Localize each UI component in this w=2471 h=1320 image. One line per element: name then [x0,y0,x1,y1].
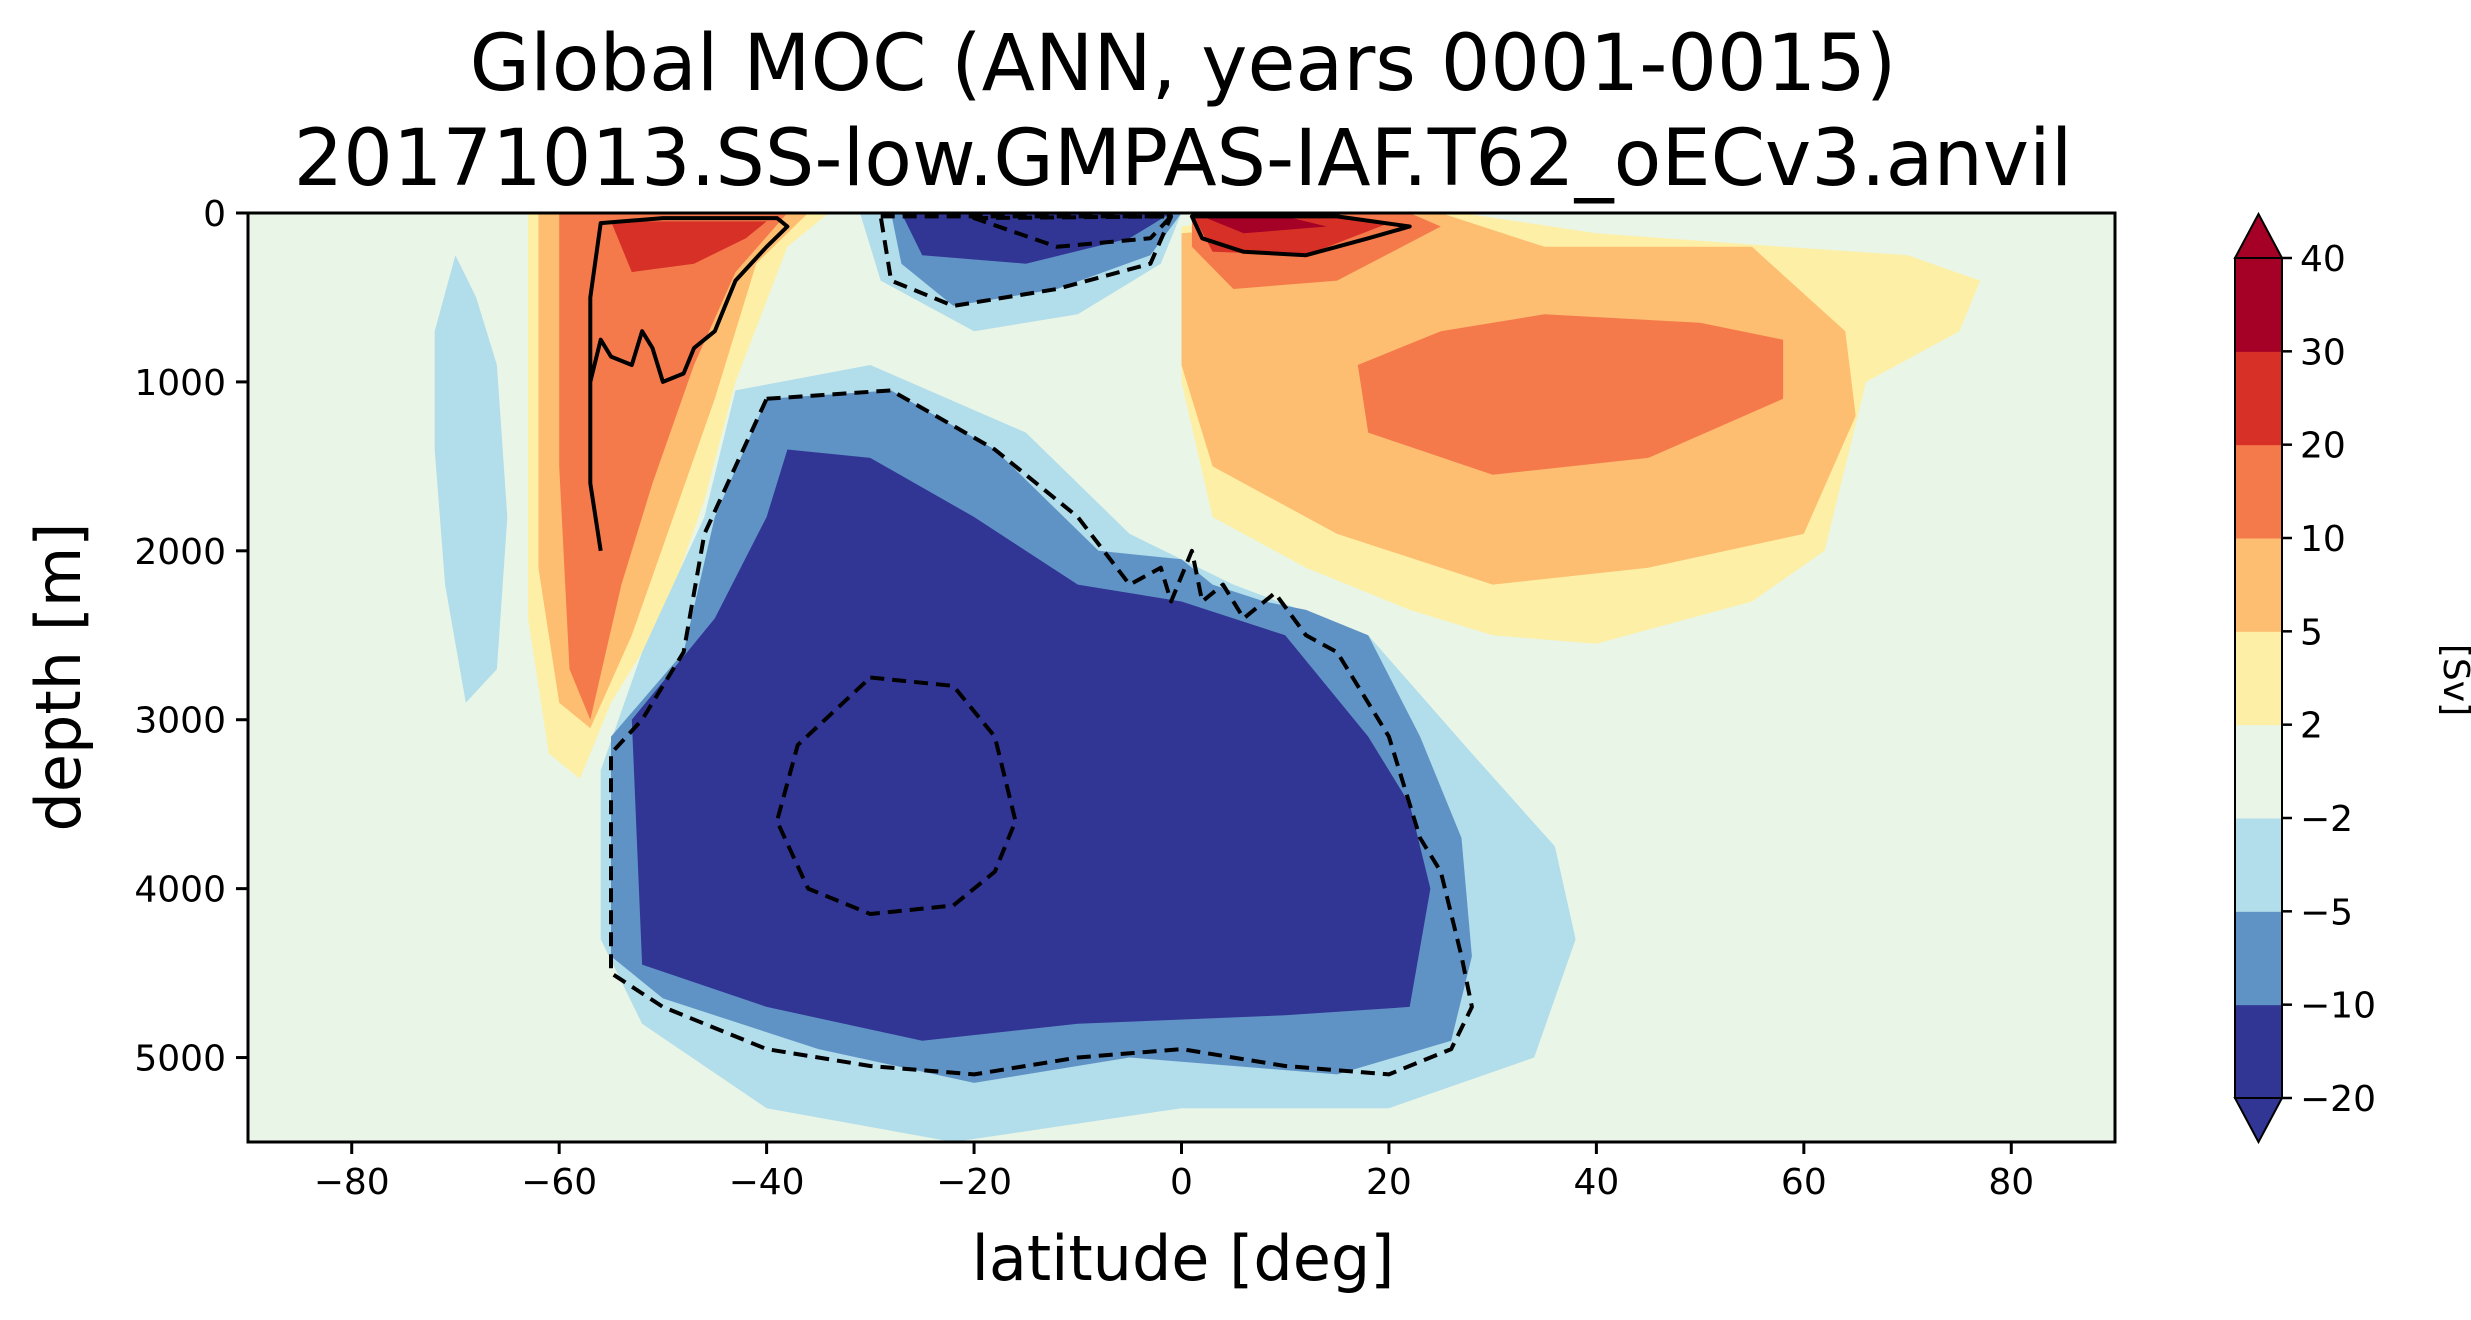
y-tick-label: 3000 [134,701,226,742]
x-tick-label: −80 [314,1162,390,1203]
y-axis-label: depth [m] [22,523,95,832]
x-tick-label: −20 [936,1162,1012,1203]
contour-line-neg20-deep [775,675,1018,916]
filled-contours [434,213,1981,1142]
colorbar-frame [2234,257,2283,1099]
x-tick-label: 60 [1781,1162,1827,1203]
colorbar-tick-label: 2 [2300,706,2323,747]
colorbar-segment [2235,258,2282,352]
colorbar-segment [2235,631,2282,726]
chart-title: Global MOC (ANN, years 0001-0015) [470,19,1897,109]
colorbar-segment [2235,538,2282,632]
colorbar-tick-label: −10 [2300,986,2376,1027]
colorbar-segment [2235,444,2282,539]
y-tick-label: 0 [203,194,226,235]
colorbar-under-extension [2233,1097,2284,1145]
colorbar-segment [2235,351,2282,446]
contour-line-neg10-upper [878,214,1174,308]
y-axis-ticks: 0 1000 2000 3000 4000 5000 [134,194,248,1080]
x-axis-ticks: −80 −60 −40 −20 0 20 40 60 80 [314,1142,2034,1203]
plot-area: −80 −60 −40 −20 0 20 40 60 80 0 1000 2000 3000 4000 5… [134,194,2117,1203]
contour-fill-neg10-deep [631,449,1431,1041]
colorbar-tick-label: −2 [2300,799,2353,840]
colorbar-tick-label: 30 [2300,332,2346,373]
contour-fill-neg2-south [434,255,508,703]
colorbar-segment [2235,1004,2282,1099]
y-tick-label: 5000 [134,1039,226,1080]
colorbar-tick-label: 20 [2300,426,2346,467]
colorbar-segment [2235,724,2282,819]
contour-line-10-upper-north [1189,214,1412,258]
colorbar-segment [2235,911,2282,1006]
x-tick-label: −40 [729,1162,805,1203]
colorbar: −20 −10 −5 −2 2 5 10 20 30 40 [2233,211,2376,1145]
colorbar-tick-label: 10 [2300,519,2346,560]
x-tick-label: 0 [1170,1162,1193,1203]
colorbar-tick-label: −20 [2300,1079,2376,1120]
contour-line-neg20-upper [972,214,1174,249]
x-tick-label: −60 [521,1162,597,1203]
x-tick-label: 40 [1573,1162,1619,1203]
colorbar-tick-label: 5 [2300,612,2323,653]
chart-subtitle: 20171013.SS-low.GMPAS-IAF.T62_oECv3.anvi… [294,114,2073,204]
contour-line-neg10-deep [609,388,1474,1077]
contour-fill-10-north [1357,314,1784,475]
y-tick-label: 2000 [134,532,226,573]
x-tick-label: 20 [1366,1162,1412,1203]
colorbar-label: [Sv] [2435,644,2471,716]
y-tick-label: 4000 [134,870,226,911]
contour-line-10-southern [588,216,790,552]
x-axis-label: latitude [deg] [972,1222,1395,1295]
x-tick-label: 80 [1988,1162,2034,1203]
contour-fill-30-upper-north [1202,216,1327,234]
colorbar-over-extension [2233,211,2284,259]
colorbar-tick-label: −5 [2300,892,2353,933]
contour-fill-10-southern [559,213,788,720]
y-tick-label: 1000 [134,363,226,404]
colorbar-tick-label: 40 [2300,239,2346,280]
contour-lines [588,214,1474,1077]
contour-fill-20-southern [611,221,767,273]
colorbar-segment [2235,818,2282,912]
